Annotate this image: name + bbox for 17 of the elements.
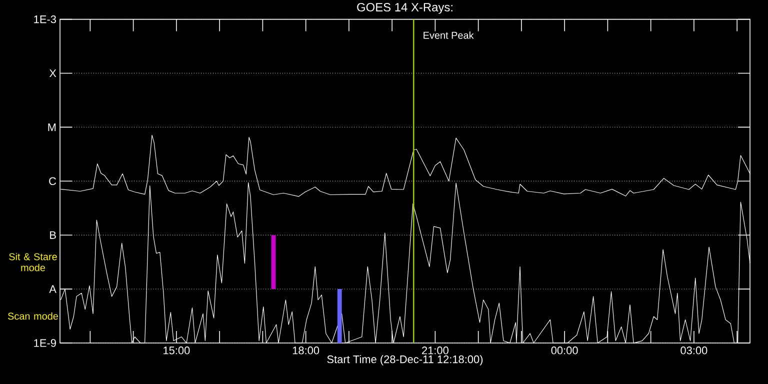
y-tick-label: C bbox=[49, 177, 56, 186]
y-tick-label: 1E-9 bbox=[34, 339, 56, 347]
x-tick-label: 15:00 bbox=[164, 346, 190, 354]
x-axis-title: Start Time (28-Dec-11 12:18:00) bbox=[327, 355, 483, 366]
y-tick-label: X bbox=[49, 69, 56, 78]
text: Sit & Stare mode bbox=[9, 252, 57, 272]
y-tick-label: B bbox=[50, 231, 56, 239]
x-tick-label: 18:00 bbox=[292, 346, 320, 354]
x-tick-label: 21:00 bbox=[422, 346, 448, 354]
chart-title: GOES 14 X-Rays: bbox=[357, 2, 452, 14]
x-tick-label: 00:00 bbox=[551, 346, 578, 354]
ref-line-label: Event Peak bbox=[424, 32, 474, 39]
y-tick-label: A bbox=[49, 285, 56, 293]
x-tick-label: 03:00 bbox=[680, 346, 708, 354]
y-tick-label: 1E-3 bbox=[34, 15, 56, 24]
y-tick-label: M bbox=[48, 123, 56, 131]
text: Scan mode bbox=[8, 312, 58, 320]
